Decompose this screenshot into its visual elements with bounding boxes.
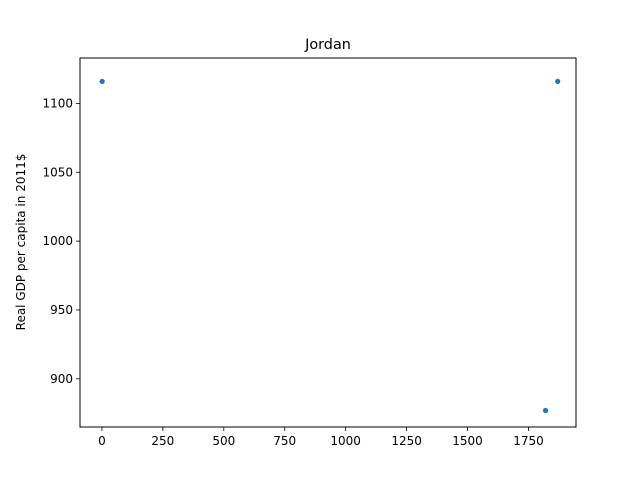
y-tick-label: 1000 bbox=[42, 234, 73, 248]
x-tick-label: 750 bbox=[273, 434, 296, 448]
x-tick-label: 1000 bbox=[330, 434, 361, 448]
x-tick-label: 0 bbox=[98, 434, 106, 448]
data-point bbox=[542, 407, 549, 414]
plot-frame bbox=[79, 57, 577, 428]
data-point bbox=[555, 78, 561, 85]
chart-title: Jordan bbox=[304, 37, 351, 53]
x-tick-label: 1500 bbox=[452, 434, 483, 448]
y-tick-label: 1100 bbox=[42, 96, 73, 110]
y-tick-label: 900 bbox=[50, 372, 73, 386]
y-axis-label: Real GDP per capita in 2011$ bbox=[14, 154, 28, 331]
x-tick-label: 1750 bbox=[513, 434, 544, 448]
x-tick-label: 500 bbox=[212, 434, 235, 448]
x-tick-label: 1250 bbox=[391, 434, 422, 448]
y-tick-label: 950 bbox=[50, 303, 73, 317]
data-point bbox=[99, 78, 105, 85]
y-tick-label: 1050 bbox=[42, 165, 73, 179]
x-tick-label: 250 bbox=[151, 434, 174, 448]
